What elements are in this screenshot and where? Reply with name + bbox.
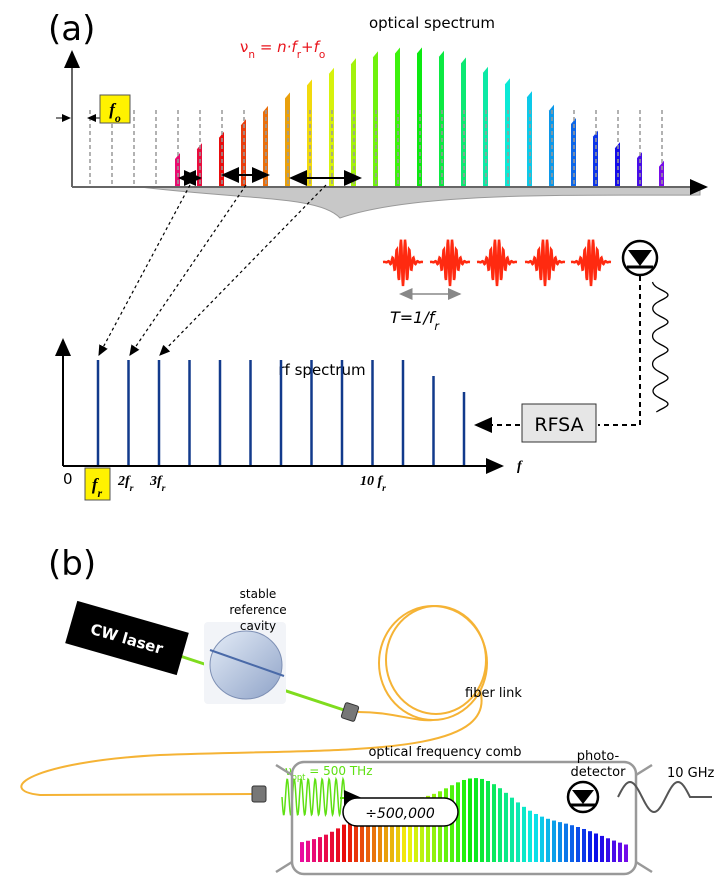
panel-label: (a) [48,9,95,49]
comb-bar [504,793,508,862]
comb-bar [576,827,580,862]
pulse [383,240,423,286]
comb-bar [462,780,466,862]
eq-part: n [248,49,255,61]
detector-label: photo- [577,749,620,764]
pulse [571,240,611,286]
reference-cavity [204,622,286,704]
pulse [525,240,565,286]
eq-part: = n·f [255,38,299,56]
comb-bar [528,811,532,862]
label-part: r [382,483,386,494]
cavity-label: cavity [240,619,276,633]
comb-bar [324,835,328,862]
comb-bar [516,802,520,862]
comb-bar [342,825,346,862]
comb-bar [486,781,490,862]
comb-bar [558,822,562,862]
cw-laser: CW laser [65,601,189,675]
fiber-label: fiber link [465,686,522,701]
detected-pulses [653,282,668,412]
optical-comb [90,47,664,187]
divider-label: ÷500,000 [365,806,435,822]
signal-path [598,276,640,425]
comb-bar [300,842,304,862]
mapping-arrows [99,185,326,355]
comb-bar [582,829,586,862]
comb-bar [480,779,484,862]
axis-label: f [517,459,523,474]
label-part: r [434,320,440,333]
comb-bar [510,798,514,862]
period-label: T=1/fr [390,308,440,333]
comb-bar [600,836,604,862]
comb-bar [522,807,526,862]
comb-label: optical frequency comb [368,745,521,760]
zero-label: 0 [63,470,73,488]
photodiode [623,241,657,275]
comb-bar [498,788,502,862]
figure: (a) optical spectrum νn = n·fr+fo f o T=1… [0,0,716,880]
label-part: = 500 THz [305,764,372,778]
label-part: 10 f [360,474,384,489]
label-part: T=1/f [390,308,437,327]
comb-bar [612,841,616,862]
comb-bar [330,832,334,862]
rf-label: 10 GHz [667,766,715,781]
tick-label: 2fr [117,474,134,494]
comb-bar [546,819,550,862]
comb-bar [348,821,352,862]
comb-bar [474,778,478,862]
detector-label: detector [571,765,627,780]
comb-bar [468,778,472,862]
comb-bar [306,841,310,862]
comb-bar [570,825,574,862]
comb-bar [552,821,556,862]
pulse [477,240,517,286]
comb-bar [594,834,598,862]
comb-bar [624,844,628,862]
label-part: opt [292,772,306,782]
rf-title: rf spectrum [278,361,365,379]
comb-bar [564,824,568,862]
comb-bar [456,782,460,862]
tick-label: 10 fr [360,474,386,494]
comb-bar [534,814,538,862]
cavity-label: stable [240,587,277,601]
eq-part: o [319,49,325,61]
cavity-label: reference [229,603,286,617]
comb-bar [318,837,322,862]
pulse-train [383,240,611,286]
comb-bar [588,831,592,862]
rf-comb [98,360,464,466]
tick-label: 3fr [149,474,166,494]
comb-bar [492,784,496,862]
comb-bar [336,828,340,862]
rf-wave [618,782,712,812]
label-part: r [98,486,103,500]
label-part: o [115,111,121,125]
comb-equation: νn = n·fr+fo [240,38,325,61]
comb-bar [618,843,622,862]
comb-bar [312,839,316,862]
optical-title: optical spectrum [369,14,495,32]
label-part: r [130,483,134,494]
pulse [430,240,470,286]
rfsa-label: RFSA [534,414,583,436]
label-part: r [162,483,166,494]
photodetector [568,782,598,812]
eq-part: ν [240,38,248,56]
comb-bar [540,817,544,862]
envelope-shadow [140,187,700,218]
panel-label: (b) [48,544,96,584]
comb-bar [606,838,610,862]
